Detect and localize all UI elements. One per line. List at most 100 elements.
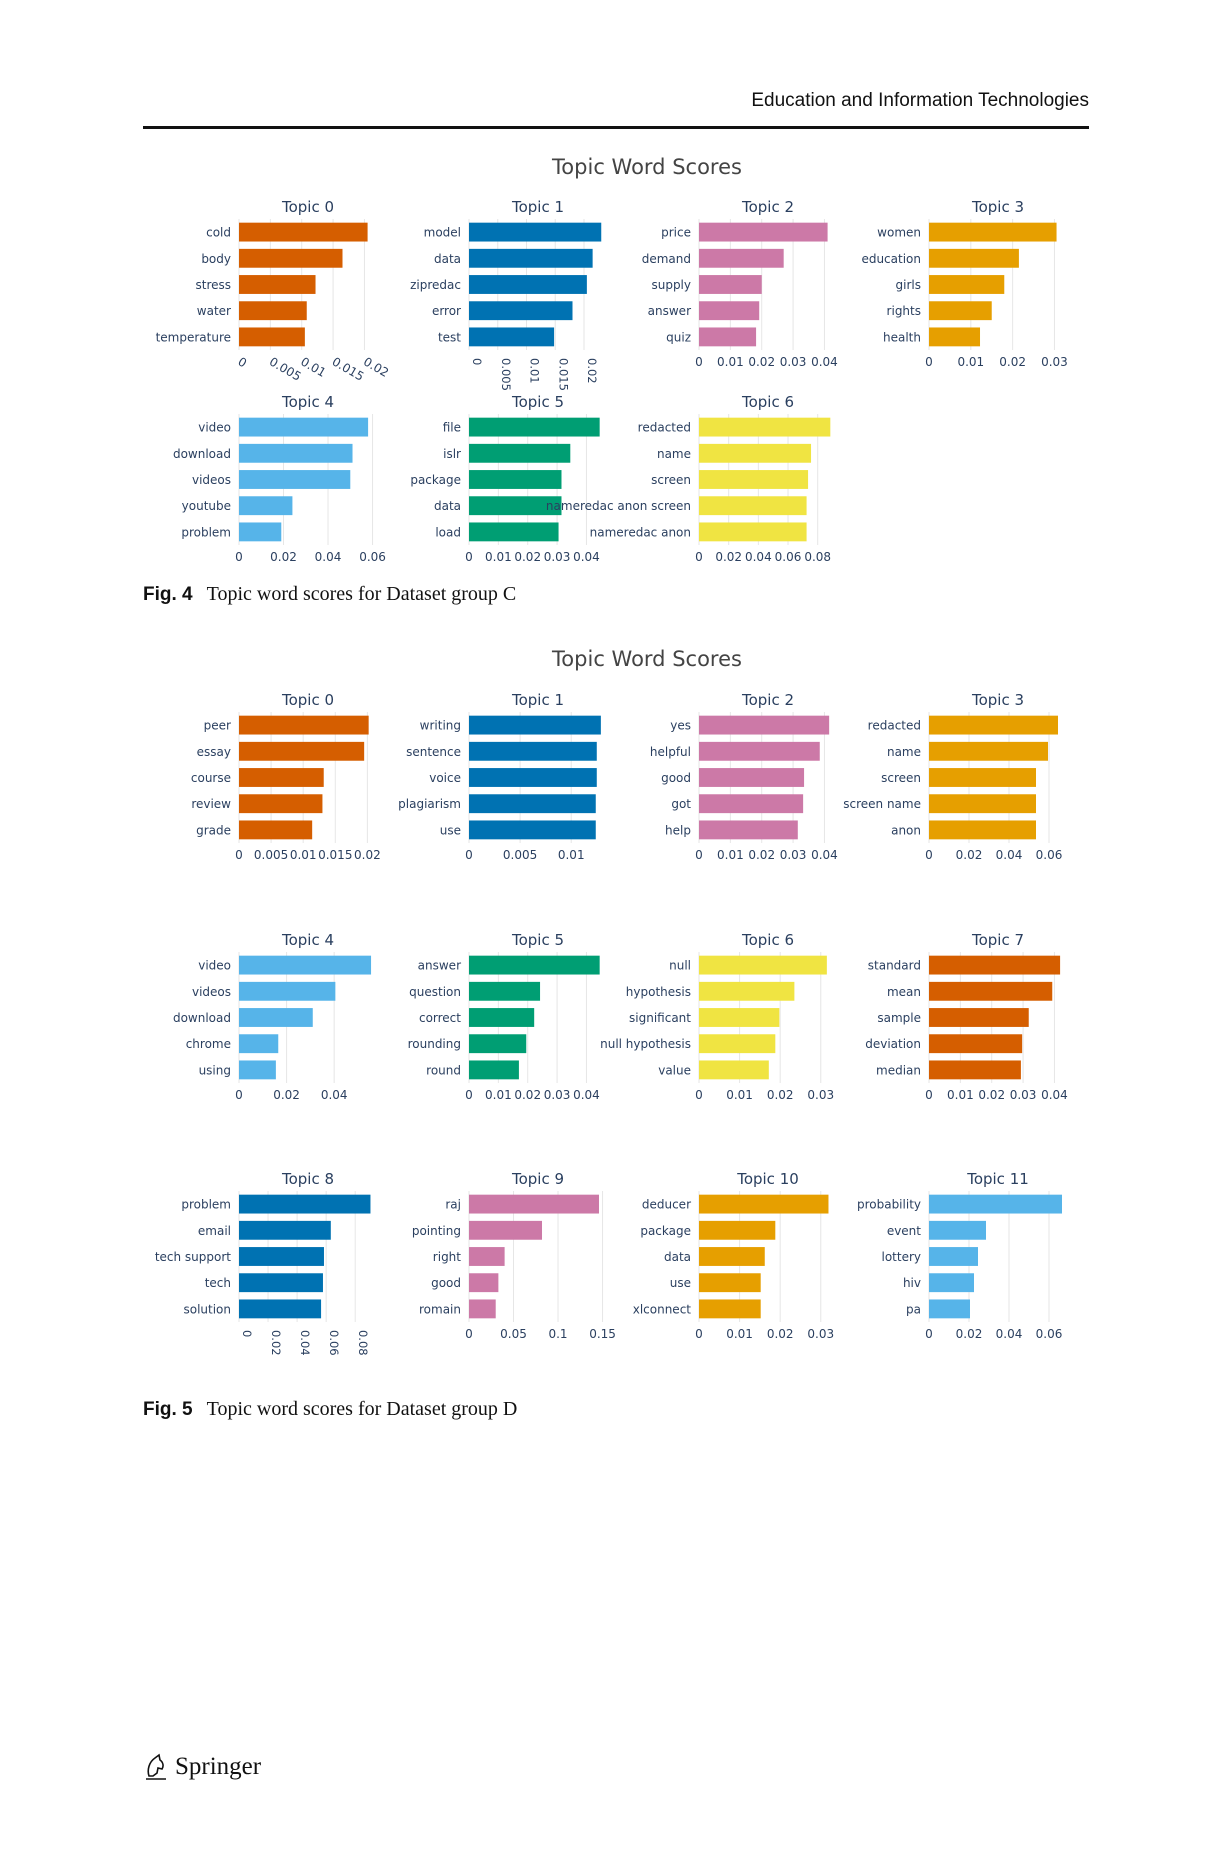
bar <box>239 417 369 437</box>
subplot-topic-6: Topic 6 null hypothesis significant null hyp… <box>600 931 834 1102</box>
word-label: yes <box>670 719 691 733</box>
subplot-topic-3: Topic 3 women education girls rights health 0 0… <box>861 198 1067 369</box>
tick-label: 0.04 <box>321 1088 348 1102</box>
word-label: use <box>440 823 461 837</box>
tick-label: 0.03 <box>780 848 807 862</box>
tick-label: 0.02 <box>585 358 599 384</box>
bar <box>929 248 1019 268</box>
bar <box>699 496 807 516</box>
bar <box>469 327 555 347</box>
tick-label: 0.02 <box>273 1088 300 1102</box>
bar <box>929 1247 978 1266</box>
bar <box>239 275 316 294</box>
word-label: sample <box>877 1011 921 1025</box>
bar <box>469 417 600 437</box>
word-label: data <box>664 1250 691 1264</box>
tick-label: 0.08 <box>804 550 831 564</box>
tick-label: 0.015 <box>318 848 352 862</box>
bar <box>929 1299 970 1319</box>
bar <box>469 794 596 814</box>
word-label: romain <box>419 1302 461 1316</box>
subplot-topic-4: Topic 4 video download videos youtube problem… <box>173 393 386 564</box>
word-label: answer <box>648 304 691 318</box>
tick-label: 0.02 <box>748 848 775 862</box>
word-label: null <box>669 959 691 973</box>
word-label: round <box>426 1063 461 1077</box>
tick-label: 0.05 <box>500 1327 527 1341</box>
tick-label: 0.04 <box>811 355 838 369</box>
bar <box>929 794 1036 814</box>
bar <box>929 1273 974 1293</box>
tick-label: 0 <box>925 355 933 369</box>
word-label: raj <box>445 1198 461 1212</box>
bar <box>699 1008 780 1027</box>
tick-label: 0.08 <box>356 1330 370 1356</box>
tick-label: 0.02 <box>978 1088 1005 1102</box>
word-label: course <box>191 771 231 785</box>
tick-label: 0 <box>925 1327 933 1341</box>
bar <box>929 981 1053 1001</box>
bar <box>239 768 324 787</box>
bar <box>929 1008 1029 1027</box>
tick-label: 0 <box>465 1327 473 1341</box>
bar <box>239 1034 279 1054</box>
bar <box>469 820 596 840</box>
figure-5-chart: Topic Word Scores Topic 0 peer essay course r… <box>155 647 1068 1356</box>
header-rule <box>143 126 1089 129</box>
word-label: grade <box>196 823 231 837</box>
tick-label: 0.02 <box>956 848 983 862</box>
tick-label: 0.02 <box>956 1327 983 1341</box>
bar <box>929 955 1061 975</box>
bar <box>699 222 828 242</box>
bar <box>469 981 541 1001</box>
tick-label: 0 <box>695 1088 703 1102</box>
tick-label: 0.03 <box>544 1088 571 1102</box>
bar <box>699 1194 829 1214</box>
tick-label: 0.06 <box>1036 848 1063 862</box>
subplot-topic-6: Topic 6 redacted name screen nameredac anon … <box>546 393 831 564</box>
bar <box>469 275 587 294</box>
bar <box>469 768 597 787</box>
tick-label: 0 <box>240 1330 254 1337</box>
tick-label: 0.04 <box>811 848 838 862</box>
figure-5-label: Fig. 5 <box>143 1399 193 1420</box>
bar <box>699 955 827 975</box>
tick-label: 0.01 <box>485 1088 512 1102</box>
word-label: nameredac anon <box>590 525 691 539</box>
bar <box>239 794 323 814</box>
tick-label: 0.02 <box>767 1327 794 1341</box>
word-label: quiz <box>666 330 691 344</box>
bar <box>469 1273 499 1293</box>
bar <box>239 715 369 735</box>
bar <box>929 1060 1021 1080</box>
tick-label: 0.005 <box>499 358 513 391</box>
tick-label: 0.03 <box>544 550 571 564</box>
subplot-title: Topic 5 <box>511 393 564 411</box>
bar <box>929 222 1057 242</box>
tick-label: 0.06 <box>775 550 802 564</box>
bar <box>929 301 992 321</box>
bar <box>469 741 597 761</box>
tick-label: 0.01 <box>290 848 317 862</box>
word-label: file <box>443 421 461 435</box>
tick-label: 0.01 <box>528 358 542 384</box>
word-label: help <box>665 823 691 837</box>
bar <box>929 820 1036 840</box>
word-label: review <box>191 797 231 811</box>
bar <box>469 1247 505 1266</box>
bar <box>699 981 795 1001</box>
word-label: tech <box>205 1276 231 1290</box>
word-label: xlconnect <box>633 1302 692 1316</box>
bar <box>239 327 305 347</box>
bar <box>699 715 830 735</box>
tick-label: 0 <box>465 550 473 564</box>
word-label: rounding <box>408 1037 461 1051</box>
bar <box>469 1060 519 1080</box>
subplot-title: Topic 3 <box>971 691 1024 709</box>
word-label: solution <box>183 1302 231 1316</box>
word-label: using <box>199 1063 231 1077</box>
subplot-title: Topic 0 <box>281 198 334 216</box>
figure-5-caption: Fig. 5 Topic word scores for Dataset grou… <box>143 1398 517 1421</box>
word-label: good <box>431 1276 461 1290</box>
bar <box>469 1194 599 1214</box>
